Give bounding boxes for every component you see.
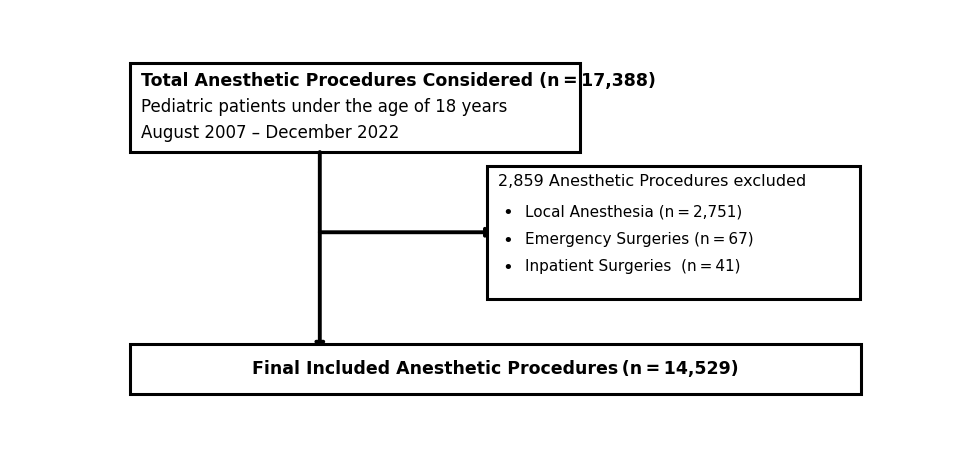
Text: Local Anesthesia (n = 2,751): Local Anesthesia (n = 2,751): [525, 204, 741, 219]
FancyBboxPatch shape: [130, 63, 580, 152]
Text: •: •: [502, 259, 513, 277]
Text: Pediatric patients under the age of 18 years: Pediatric patients under the age of 18 y…: [141, 98, 507, 116]
Text: Final Included Anesthetic Procedures (n = 14,529): Final Included Anesthetic Procedures (n …: [253, 360, 739, 378]
FancyBboxPatch shape: [130, 344, 862, 395]
Text: Total Anesthetic Procedures Considered (n = 17,388): Total Anesthetic Procedures Considered (…: [141, 72, 656, 90]
Text: Emergency Surgeries (n = 67): Emergency Surgeries (n = 67): [525, 231, 753, 246]
Text: Inpatient Surgeries  (n = 41): Inpatient Surgeries (n = 41): [525, 259, 741, 274]
Text: •: •: [502, 231, 513, 250]
Text: 2,859 Anesthetic Procedures excluded: 2,859 Anesthetic Procedures excluded: [499, 173, 806, 188]
FancyBboxPatch shape: [487, 166, 860, 299]
Text: August 2007 – December 2022: August 2007 – December 2022: [141, 124, 400, 142]
Text: •: •: [502, 204, 513, 222]
